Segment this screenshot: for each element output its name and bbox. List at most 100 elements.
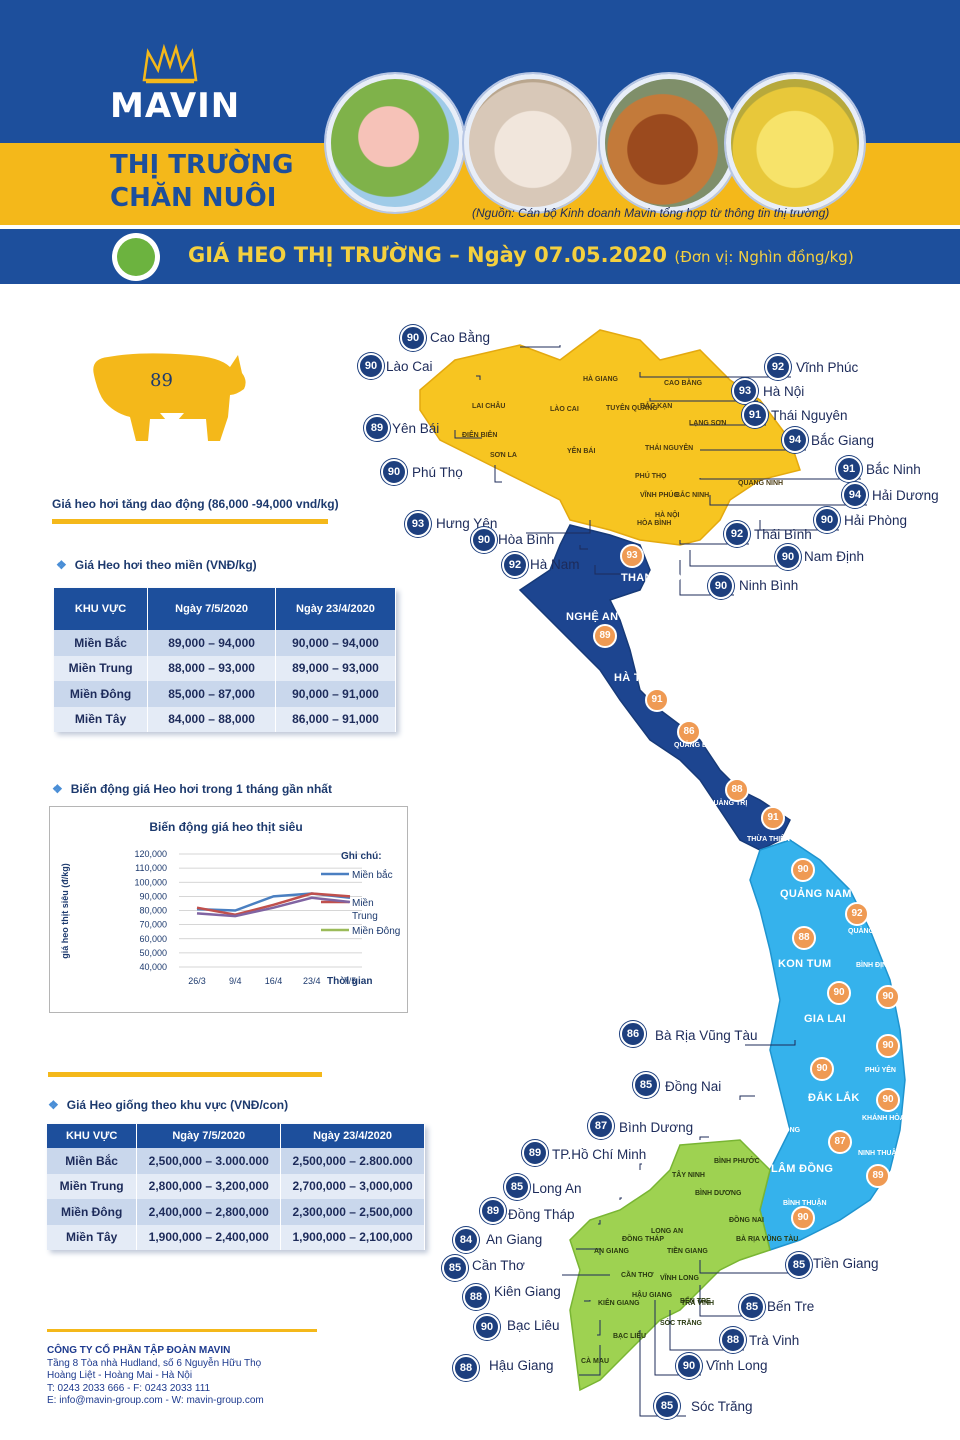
table-cell: 89,000 – 93,000: [275, 655, 397, 681]
table-row: Miền Đông 2,400,000 – 2,800,000 2,300,000 …: [47, 1199, 425, 1225]
map-province-name: Hải Dương: [872, 488, 939, 503]
map-leader-line: [709, 495, 867, 506]
map-leader-line: [476, 375, 481, 380]
map-orange-price-pin: 89: [593, 624, 617, 648]
map-price-pin: 91: [742, 402, 768, 428]
map-province-label: BẾN TRE: [680, 1298, 711, 1305]
chart-legend-label: Trung: [352, 911, 378, 922]
map-province-label: VĨNH LONG: [660, 1275, 699, 1282]
map-price-pin: 89: [480, 1198, 506, 1224]
live-price-table: KHU VỰC Ngày 7/5/2020 Ngày 23/4/2020 Miền …: [54, 588, 397, 732]
map-price-pin: 85: [739, 1294, 765, 1320]
table-header-cell: Ngày 7/5/2020: [136, 1124, 282, 1148]
map-province-name: Vĩnh Phúc: [796, 360, 859, 375]
map-orange-price-pin: 90: [876, 1034, 900, 1058]
map-province-label: GIA LAI: [804, 1013, 847, 1025]
map-province-label: QUẢNG TRỊ: [708, 800, 748, 807]
map-province-label: PHÚ THỌ: [635, 473, 667, 480]
chart-legend-label: Miền Đông: [352, 925, 400, 937]
chart-series-line: [196, 896, 351, 918]
table-cell: Miền Trung: [47, 1173, 138, 1199]
divider: [48, 1072, 322, 1077]
company-web: E: info@mavin-group.com - W: mavin-group…: [47, 1395, 264, 1406]
map-price-pin: 85: [786, 1252, 812, 1278]
company-name: CÔNG TY CỔ PHẦN TẬP ĐOÀN MAVIN: [47, 1345, 231, 1356]
map-price-pin: 84: [453, 1227, 479, 1253]
table-row: Miền Bắc 89,000 – 94,000 90,000 – 94,000: [54, 630, 397, 656]
chart-legend-label: Miền bắc: [352, 868, 393, 881]
map-price-pin: 85: [633, 1072, 659, 1098]
map-price-pin: 88: [453, 1355, 479, 1381]
table-cell: Miền Bắc: [47, 1148, 138, 1174]
map-orange-price-pin: 92: [845, 902, 869, 926]
map-leader-line: [576, 1248, 601, 1255]
map-province-name: TP.Hồ Chí Minh: [552, 1147, 647, 1162]
map-province-label: BẮC KẠN: [640, 403, 673, 410]
banner-unit: (Đơn vị: Nghìn đồng/kg): [674, 248, 854, 266]
map-province-label: LAI CHÂU: [472, 403, 506, 410]
chart-legend-title: Ghi chú:: [341, 851, 382, 862]
table-cell: Miền Đông: [47, 1199, 138, 1225]
map-orange-price-pin: 91: [645, 688, 669, 712]
map-province-name: Kiên Giang: [494, 1284, 561, 1299]
map-province-label: HÀ TĨNH: [614, 672, 661, 684]
map-province-name: Tiền Giang: [813, 1256, 879, 1271]
map-price-pin: 93: [732, 378, 758, 404]
company-address: Tầng 8 Tòa nhà Hudland, số 6 Nguyễn Hữu …: [47, 1357, 262, 1369]
chart-series-line: [196, 892, 351, 917]
map-price-pin: 91: [836, 456, 862, 482]
map-leader-line: [759, 520, 839, 531]
map-leader-line: [619, 1197, 622, 1200]
table-cell: Miền Tây: [47, 1224, 138, 1250]
chart-y-tick: 80,000: [139, 906, 167, 916]
divider: [47, 1329, 317, 1332]
map-province-name: Sóc Trăng: [691, 1399, 753, 1414]
map-province-label: HẬU GIANG: [632, 1292, 673, 1299]
map-price-pin: 86: [620, 1021, 646, 1047]
map-leader-line: [669, 1310, 744, 1351]
map-price-pin: 90: [471, 527, 497, 553]
table-cell: 2,700,000 – 3,000,000: [280, 1173, 425, 1199]
map-price-pin: 89: [364, 415, 390, 441]
chart-y-tick: 110,000: [135, 863, 167, 873]
table-row: Miền Đông 85,000 – 87,000 90,000 – 91,000: [54, 681, 397, 707]
chart-y-tick: 60,000: [139, 934, 167, 944]
map-orange-price-pin: 88: [792, 926, 816, 950]
map-province-name: Vĩnh Long: [706, 1358, 768, 1373]
table-cell: 90,000 – 94,000: [275, 630, 397, 656]
pig-price: 89: [150, 370, 173, 391]
map-province-label: ĐẮK LẮK: [808, 1092, 860, 1104]
chart-x-tick: 16/4: [265, 976, 283, 986]
chart-y-tick: 70,000: [139, 920, 167, 930]
map-leader-line: [679, 540, 749, 545]
map-leader-line: [597, 1320, 601, 1336]
map-province-label: SÓC TRĂNG: [660, 1320, 702, 1327]
divider: [52, 519, 328, 524]
map-province-name: Hà Nội: [763, 384, 805, 399]
map-leader-line: [699, 478, 861, 480]
map-province-label: LÀO CAI: [550, 406, 579, 413]
page-title-line2: CHĂN NUÔI: [110, 183, 277, 213]
map-price-pin: 93: [405, 511, 431, 537]
table-cell: 2,800,000 – 3,200,000: [136, 1173, 282, 1199]
map-price-pin: 90: [400, 325, 426, 351]
map-orange-price-pin: 90: [810, 1057, 834, 1081]
map-province-label: KON TUM: [778, 958, 832, 970]
brand-logo: MAVIN: [110, 86, 241, 126]
map-province-label: BÀ RỊA VŨNG TÀU: [736, 1236, 799, 1243]
map-leader-line: [520, 345, 561, 348]
map-price-pin: 92: [724, 521, 750, 547]
map-province-label: NGHỆ AN: [566, 611, 619, 623]
banner-title-text: GIÁ HEO THỊ TRƯỜNG – Ngày 07.05.2020: [188, 243, 668, 267]
map-province-label: TUYÊN QUANG: [606, 405, 658, 412]
map-province-label: THÁI NGUYÊN: [645, 445, 694, 452]
map-province-label: TÂY NINH: [672, 1172, 705, 1179]
chart-x-label: Thời gian: [327, 976, 372, 987]
breed-price-heading: ❖ Giá Heo giống theo khu vực (VNĐ/con): [48, 1098, 289, 1112]
map-leader-line: [579, 1345, 601, 1376]
map-leader-line: [494, 465, 502, 483]
map-province-name: Hậu Giang: [489, 1358, 554, 1373]
map-region-north-central: [518, 524, 791, 851]
